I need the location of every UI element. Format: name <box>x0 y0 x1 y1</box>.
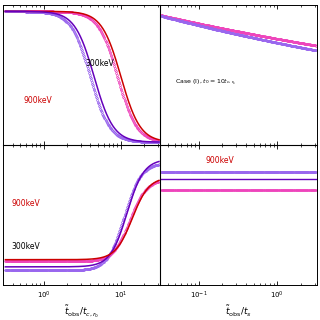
Text: 900keV: 900keV <box>24 96 52 105</box>
Text: 900keV: 900keV <box>205 156 234 165</box>
Text: 300keV: 300keV <box>11 242 40 251</box>
X-axis label: $\tilde{t}_{\rm obs} / t_s$: $\tilde{t}_{\rm obs} / t_s$ <box>225 304 252 319</box>
Text: Case (I), $t_0=10t_{c,r_s}$: Case (I), $t_0=10t_{c,r_s}$ <box>175 77 236 87</box>
Text: 900keV: 900keV <box>11 199 40 208</box>
Text: 300keV: 300keV <box>86 59 115 68</box>
X-axis label: $\tilde{t}_{\rm obs} / t_{c,r_0}$: $\tilde{t}_{\rm obs} / t_{c,r_0}$ <box>64 304 99 320</box>
